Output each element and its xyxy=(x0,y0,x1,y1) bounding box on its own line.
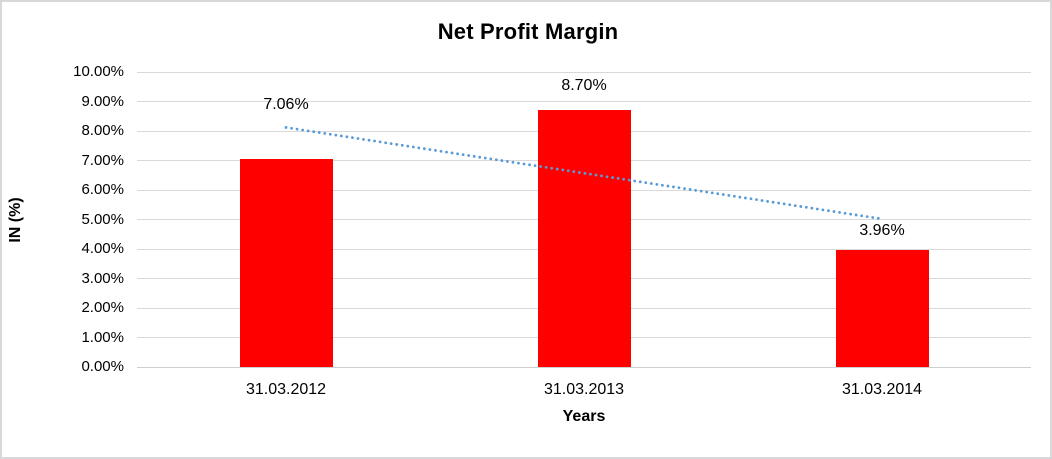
bar-value-label: 3.96% xyxy=(859,222,905,240)
y-tick-label: 8.00% xyxy=(81,122,124,139)
x-axis-title: Years xyxy=(562,408,606,425)
x-axis-line xyxy=(137,366,1031,368)
gridline xyxy=(137,71,1031,73)
y-tick-label: 9.00% xyxy=(81,92,124,110)
y-tick-label: 1.00% xyxy=(81,328,124,346)
y-axis-title: IN (%) xyxy=(7,197,24,243)
y-tick-label: 3.00% xyxy=(81,269,124,287)
chart-title: Net Profit Margin xyxy=(437,19,619,44)
y-tick-label: 10.00% xyxy=(73,63,124,80)
x-tick-label: 31.03.2014 xyxy=(841,381,923,398)
y-tick-label: 7.00% xyxy=(81,151,124,169)
x-tick-label: 31.03.2013 xyxy=(543,381,625,398)
bar-value-label: 7.06% xyxy=(263,95,309,113)
bar xyxy=(239,158,333,367)
gridline xyxy=(137,101,1031,102)
x-tick-label: 31.03.2012 xyxy=(245,381,327,398)
y-tick-label: 6.00% xyxy=(81,181,124,198)
y-tick-label: 0.00% xyxy=(81,358,124,375)
y-tick-label: 5.00% xyxy=(81,210,124,228)
bar xyxy=(537,110,631,367)
bar-value-label: 8.70% xyxy=(561,77,607,95)
y-tick-label: 4.00% xyxy=(81,240,124,257)
bar xyxy=(835,250,929,367)
y-tick-label: 2.00% xyxy=(81,299,124,316)
